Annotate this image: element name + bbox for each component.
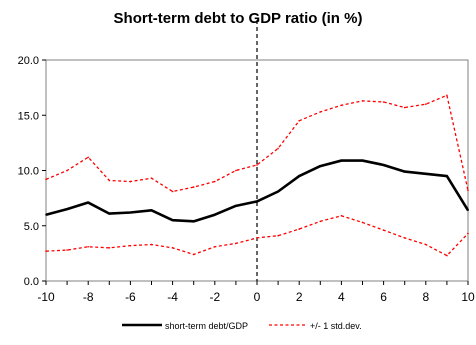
data-point-short-term-debt xyxy=(340,159,343,162)
data-point-short-term-debt xyxy=(171,219,174,222)
data-point-lower-band xyxy=(129,244,132,247)
x-tick-label: 4 xyxy=(338,290,345,304)
data-point-short-term-debt xyxy=(467,209,469,212)
data-point-upper-band xyxy=(319,111,322,113)
data-point-short-term-debt xyxy=(108,212,111,215)
data-point-upper-band xyxy=(129,180,132,183)
data-point-lower-band xyxy=(66,249,68,251)
data-point-lower-band xyxy=(403,237,406,239)
data-point-upper-band xyxy=(66,169,68,172)
data-point-short-term-debt xyxy=(150,209,153,212)
data-point-short-term-debt xyxy=(403,170,406,173)
data-point-upper-band xyxy=(214,180,216,183)
data-point-upper-band xyxy=(425,103,427,105)
x-tick-label: 2 xyxy=(296,290,303,304)
x-tick-label: 10 xyxy=(461,290,475,304)
data-point-lower-band xyxy=(467,232,469,235)
data-point-short-term-debt xyxy=(66,208,68,210)
x-tick-label: -4 xyxy=(167,290,178,304)
data-point-lower-band xyxy=(277,234,279,237)
x-tick-label: 6 xyxy=(380,290,387,304)
data-point-upper-band xyxy=(340,104,343,107)
data-point-lower-band xyxy=(298,228,301,230)
x-tick-label: 0 xyxy=(254,290,261,304)
data-point-lower-band xyxy=(235,242,237,245)
data-point-upper-band xyxy=(45,178,47,181)
data-point-upper-band xyxy=(171,190,174,193)
data-point-short-term-debt xyxy=(361,159,364,162)
y-tick-label: 0.0 xyxy=(24,276,39,288)
data-point-short-term-debt xyxy=(298,175,301,177)
data-point-short-term-debt xyxy=(192,220,195,223)
data-point-lower-band xyxy=(150,243,153,246)
data-point-short-term-debt xyxy=(45,213,47,216)
data-point-upper-band xyxy=(403,106,406,109)
data-point-upper-band xyxy=(108,179,111,182)
data-point-lower-band xyxy=(425,243,427,246)
data-point-lower-band xyxy=(446,254,448,257)
data-point-upper-band xyxy=(150,177,153,180)
data-point-upper-band xyxy=(277,147,279,150)
data-point-lower-band xyxy=(87,245,89,248)
x-tick-label: 8 xyxy=(422,290,429,304)
chart-title: Short-term debt to GDP ratio (in %) xyxy=(113,10,363,27)
data-point-upper-band xyxy=(298,119,301,122)
data-point-short-term-debt xyxy=(129,211,132,214)
data-point-lower-band xyxy=(382,229,385,231)
data-point-short-term-debt xyxy=(235,205,237,207)
x-tick-label: -2 xyxy=(209,290,220,304)
data-point-upper-band xyxy=(467,189,469,192)
data-point-short-term-debt xyxy=(382,164,385,166)
x-tick-label: -8 xyxy=(83,290,94,304)
data-point-upper-band xyxy=(235,169,237,172)
data-point-lower-band xyxy=(256,237,258,239)
data-point-upper-band xyxy=(256,164,258,166)
data-point-upper-band xyxy=(87,156,89,159)
data-point-lower-band xyxy=(171,247,174,249)
legend-label-short-term-debt: short-term debt/GDP xyxy=(165,321,248,331)
data-point-lower-band xyxy=(319,220,322,223)
data-point-upper-band xyxy=(446,94,448,97)
y-tick-label: 20.0 xyxy=(18,55,39,67)
data-point-short-term-debt xyxy=(256,200,258,203)
data-point-lower-band xyxy=(45,250,47,252)
data-point-lower-band xyxy=(192,253,195,256)
data-point-upper-band xyxy=(192,186,195,188)
data-point-short-term-debt xyxy=(277,190,279,193)
data-point-short-term-debt xyxy=(87,201,89,204)
data-point-upper-band xyxy=(361,100,364,102)
data-point-short-term-debt xyxy=(425,173,427,175)
data-point-lower-band xyxy=(340,215,343,217)
x-tick-label: -10 xyxy=(37,290,55,304)
legend-label-std-dev: +/- 1 std.dev. xyxy=(310,321,362,331)
data-point-lower-band xyxy=(108,247,111,249)
series-line-lower-band xyxy=(45,215,469,257)
data-point-short-term-debt xyxy=(214,213,216,216)
y-tick-label: 10.0 xyxy=(18,166,39,178)
data-point-upper-band xyxy=(382,101,385,103)
y-tick-label: 15.0 xyxy=(18,110,39,122)
y-tick-label: 5.0 xyxy=(24,221,39,233)
x-tick-label: -6 xyxy=(125,290,136,304)
data-point-lower-band xyxy=(214,245,216,248)
data-point-short-term-debt xyxy=(319,165,322,167)
data-point-short-term-debt xyxy=(446,175,448,177)
data-point-lower-band xyxy=(361,221,364,224)
